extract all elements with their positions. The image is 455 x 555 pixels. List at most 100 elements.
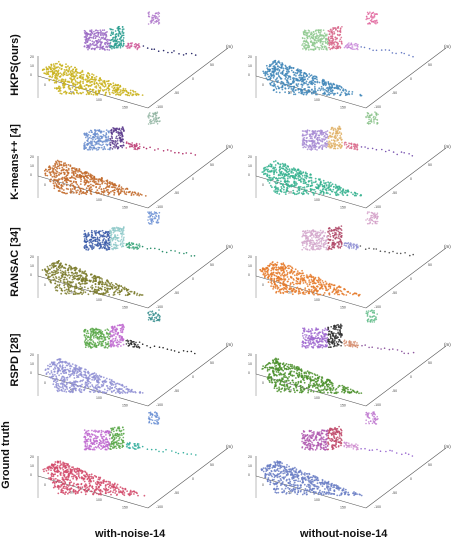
point [94,141,96,143]
point [74,67,76,69]
point [278,60,280,62]
point [376,50,378,52]
point [101,46,103,48]
point [102,29,104,31]
point [281,188,283,190]
point [110,183,112,185]
point [99,41,101,43]
point [311,148,313,150]
point [321,35,323,37]
point [270,171,272,173]
point [303,41,305,43]
point [347,194,349,196]
small-cluster [125,242,140,250]
point [279,66,281,68]
point [330,132,332,134]
point [111,282,113,284]
x-tick-label: 100 [314,98,320,102]
point [90,173,92,175]
point [320,182,322,184]
point [55,262,57,264]
x-tick-label: 150 [122,206,128,210]
point [108,136,110,138]
point [117,140,119,142]
point [337,128,339,130]
point [341,87,343,89]
point [152,218,154,220]
point [108,247,110,249]
point [94,177,96,179]
point [111,48,113,50]
point [298,83,300,85]
point [87,72,89,74]
point [97,147,99,149]
z-tick-label: 20 [30,55,34,59]
point [90,192,92,194]
point [272,178,274,180]
point [110,232,112,234]
point [110,235,112,237]
point [54,283,56,285]
point [329,141,331,143]
point [316,134,318,136]
point [73,192,75,194]
point [330,91,332,93]
point [80,286,82,288]
point [295,181,297,183]
point [58,183,60,185]
point [127,247,129,249]
point [104,283,106,285]
point [313,194,315,196]
point [121,145,123,147]
point [371,118,373,120]
point [104,241,106,243]
point [93,276,95,278]
point [79,268,81,270]
point [367,148,369,150]
point [82,82,84,84]
point [113,131,115,133]
point [70,188,72,190]
point [340,37,342,39]
point [349,147,351,149]
point [315,282,317,284]
point [130,244,132,246]
point [113,184,115,186]
point [130,90,132,92]
point [53,179,55,181]
point [318,49,320,51]
point [328,136,330,138]
point [102,240,104,242]
point [267,79,269,81]
point [114,129,116,131]
point [282,63,284,65]
point [63,184,65,186]
point [83,88,85,90]
point [110,47,112,49]
point [330,36,332,38]
point [288,278,290,280]
point [185,152,187,154]
point [326,134,328,136]
point [311,83,313,85]
point [109,140,111,142]
point [91,34,93,36]
point [96,191,98,193]
point [330,31,332,33]
point [51,267,53,269]
point [76,176,78,178]
point [339,89,341,91]
small-cluster [126,141,141,150]
point [90,135,92,137]
point [147,47,149,49]
point [47,266,49,268]
y-axis [366,48,446,108]
point [273,176,275,178]
point [132,244,134,246]
point [313,82,315,84]
point [339,40,341,42]
point [83,79,85,81]
point [322,83,324,85]
point [87,177,89,179]
